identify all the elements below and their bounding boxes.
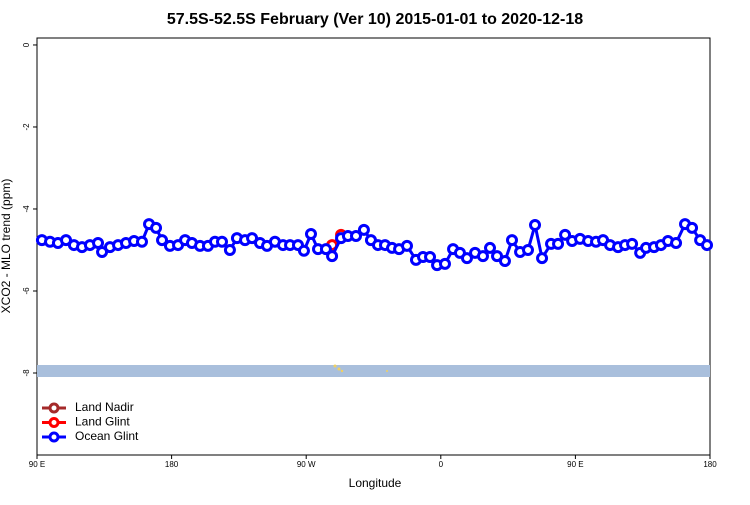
y-tick-label: -6 — [22, 287, 31, 295]
x-axis-label: Longitude — [349, 476, 402, 490]
point — [701, 239, 714, 252]
chart-title: 57.5S-52.5S February (Ver 10) 2015-01-01… — [167, 11, 583, 28]
point — [150, 221, 163, 234]
x-tick-label: 180 — [703, 460, 717, 469]
x-tick-label: 90 E — [567, 460, 583, 469]
legend-marker — [48, 417, 60, 428]
point — [304, 227, 317, 240]
point — [529, 218, 542, 231]
map-dot — [333, 364, 337, 368]
point — [559, 228, 572, 241]
legend-label: Ocean Glint — [75, 429, 139, 443]
point — [135, 235, 148, 248]
legend-label: Land Glint — [75, 415, 130, 429]
x-tick-label: 0 — [439, 460, 444, 469]
map-dot — [340, 369, 344, 373]
y-tick-label: -4 — [22, 205, 31, 213]
point — [552, 237, 565, 250]
point — [326, 250, 339, 263]
y-tick-label: 0 — [22, 42, 31, 47]
point — [438, 257, 451, 270]
point — [401, 239, 414, 252]
point — [686, 221, 699, 234]
point — [223, 243, 236, 256]
legend-marker — [48, 402, 60, 414]
point — [536, 252, 549, 265]
point — [357, 223, 370, 236]
point — [626, 237, 639, 250]
point — [350, 230, 363, 243]
point — [156, 234, 169, 247]
point — [216, 235, 229, 248]
y-tick-label: -2 — [22, 123, 31, 131]
point — [424, 250, 437, 263]
y-tick-label: -8 — [22, 369, 31, 377]
point — [319, 243, 332, 256]
legend-label: Land Nadir — [75, 400, 134, 414]
point — [460, 252, 473, 265]
map-dot — [386, 370, 388, 372]
point — [498, 255, 511, 268]
y-axis-label: XCO2 - MLO trend (ppm) — [0, 179, 13, 314]
point — [670, 237, 683, 250]
ground-track-band — [37, 365, 710, 377]
legend-marker — [48, 431, 60, 443]
point — [92, 237, 105, 250]
point — [476, 250, 489, 263]
map-dot — [337, 367, 341, 371]
point — [505, 234, 518, 247]
point — [521, 243, 534, 256]
x-tick-label: 90 W — [297, 460, 316, 469]
point — [484, 241, 497, 254]
x-tick-label: 180 — [165, 460, 179, 469]
point — [297, 244, 310, 257]
x-tick-label: 90 E — [29, 460, 45, 469]
